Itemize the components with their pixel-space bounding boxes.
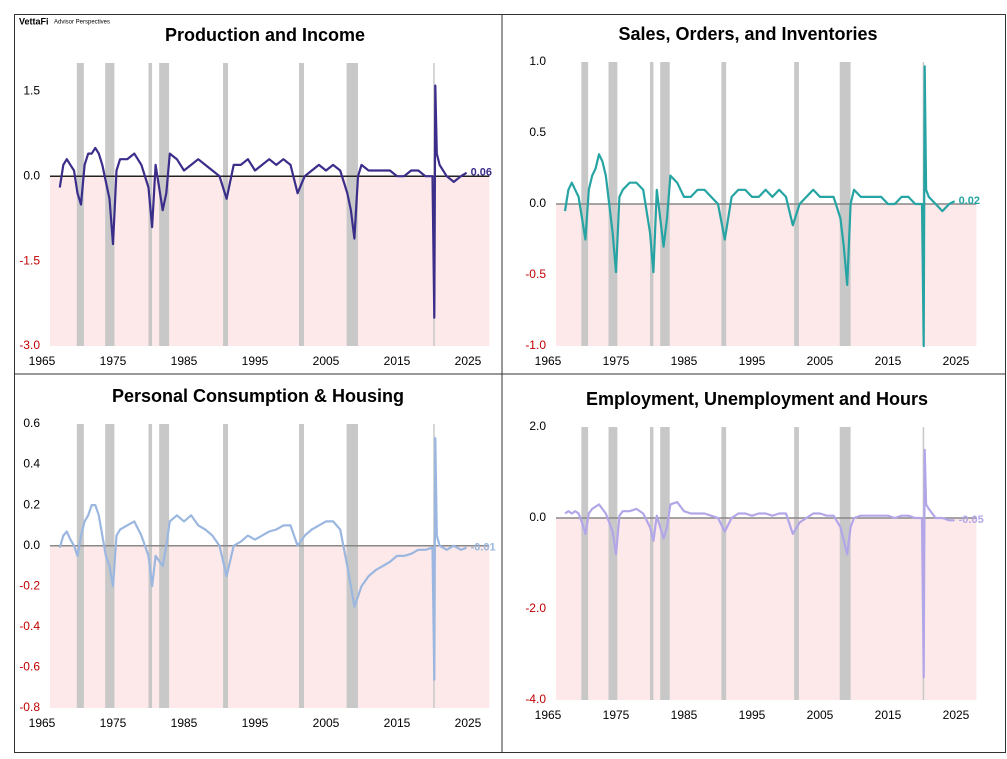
recession-band <box>223 424 229 708</box>
x-tick-label: 2025 <box>455 716 482 730</box>
y-tick-label: -0.6 <box>19 660 40 674</box>
chart-title: Sales, Orders, and Inventories <box>618 24 877 44</box>
chart-title: Personal Consumption & Housing <box>112 386 404 406</box>
recession-band <box>346 424 358 708</box>
negative-zone <box>556 204 977 346</box>
y-tick-label: 0.0 <box>529 510 546 524</box>
x-tick-label: 1985 <box>171 354 198 368</box>
end-value-label: 0.02 <box>959 195 980 207</box>
x-tick-label: 2025 <box>455 354 482 368</box>
recession-band <box>76 424 84 708</box>
outer-border <box>14 14 1006 753</box>
end-value-label: -0.01 <box>471 542 496 554</box>
x-tick-label: 1995 <box>739 354 766 368</box>
logo: VettaFi <box>19 16 49 26</box>
x-tick-label: 2015 <box>384 354 411 368</box>
y-tick-label: -4.0 <box>525 692 546 706</box>
y-tick-label: 1.5 <box>23 83 40 97</box>
x-tick-label: 2005 <box>313 716 340 730</box>
y-tick-label: 1.0 <box>529 54 546 68</box>
data-line <box>564 448 955 679</box>
chart-title: Employment, Unemployment and Hours <box>586 389 928 409</box>
y-tick-label: -1.5 <box>19 253 40 267</box>
x-tick-label: 2005 <box>313 354 340 368</box>
data-line <box>563 65 956 348</box>
y-tick-label: 0.4 <box>23 457 40 471</box>
x-tick-label: 1985 <box>671 708 698 722</box>
x-tick-label: 2005 <box>807 354 834 368</box>
data-line <box>58 84 468 319</box>
y-tick-label: 0.0 <box>23 168 40 182</box>
y-tick-label: -0.8 <box>19 700 40 714</box>
y-tick-label: 0.5 <box>529 125 546 139</box>
x-tick-label: 1965 <box>535 354 562 368</box>
recession-band <box>581 427 589 700</box>
y-tick-label: 2.0 <box>529 419 546 433</box>
y-tick-label: 0.6 <box>23 416 40 430</box>
recession-band <box>650 427 654 700</box>
y-tick-label: 0.2 <box>23 497 40 511</box>
x-tick-label: 1965 <box>29 716 56 730</box>
data-line <box>58 437 467 681</box>
negative-zone <box>50 545 490 708</box>
x-tick-label: 2015 <box>875 354 902 368</box>
x-tick-label: 1995 <box>242 716 269 730</box>
x-tick-label: 1975 <box>100 354 127 368</box>
recession-band <box>660 427 670 700</box>
x-tick-label: 1965 <box>29 354 56 368</box>
recession-band <box>794 427 799 700</box>
y-tick-label: -3.0 <box>19 338 40 352</box>
x-tick-label: 1995 <box>739 708 766 722</box>
y-tick-label: -0.2 <box>19 578 40 592</box>
negative-zone <box>556 518 977 700</box>
tagline: Advisor Perspectives <box>54 20 110 26</box>
x-tick-label: 1975 <box>100 716 127 730</box>
x-tick-label: 2025 <box>943 354 970 368</box>
recession-band <box>839 427 851 700</box>
recession-band <box>159 424 170 708</box>
x-tick-label: 2015 <box>384 716 411 730</box>
x-tick-label: 1985 <box>171 716 198 730</box>
x-tick-label: 2015 <box>875 708 902 722</box>
y-tick-label: -1.0 <box>525 338 546 352</box>
end-value-label: 0.06 <box>471 167 492 179</box>
x-tick-label: 1975 <box>603 354 630 368</box>
x-tick-label: 2025 <box>943 708 970 722</box>
x-tick-label: 1965 <box>535 708 562 722</box>
x-tick-label: 1985 <box>671 354 698 368</box>
y-tick-label: -2.0 <box>525 601 546 615</box>
x-tick-label: 1995 <box>242 354 269 368</box>
recession-band <box>223 63 229 346</box>
recession-band <box>608 427 618 700</box>
x-tick-label: 2005 <box>807 708 834 722</box>
chart-title: Production and Income <box>165 25 365 45</box>
y-tick-label: -0.4 <box>19 619 40 633</box>
recession-band <box>721 427 727 700</box>
y-tick-label: 0.0 <box>23 538 40 552</box>
recession-band <box>299 424 304 708</box>
recession-band <box>346 63 358 346</box>
x-tick-label: 1975 <box>603 708 630 722</box>
y-tick-label: -0.5 <box>525 267 546 281</box>
negative-zone <box>50 176 490 346</box>
recession-band <box>299 63 304 346</box>
end-value-label: -0.05 <box>959 514 984 526</box>
y-tick-label: 0.0 <box>529 196 546 210</box>
